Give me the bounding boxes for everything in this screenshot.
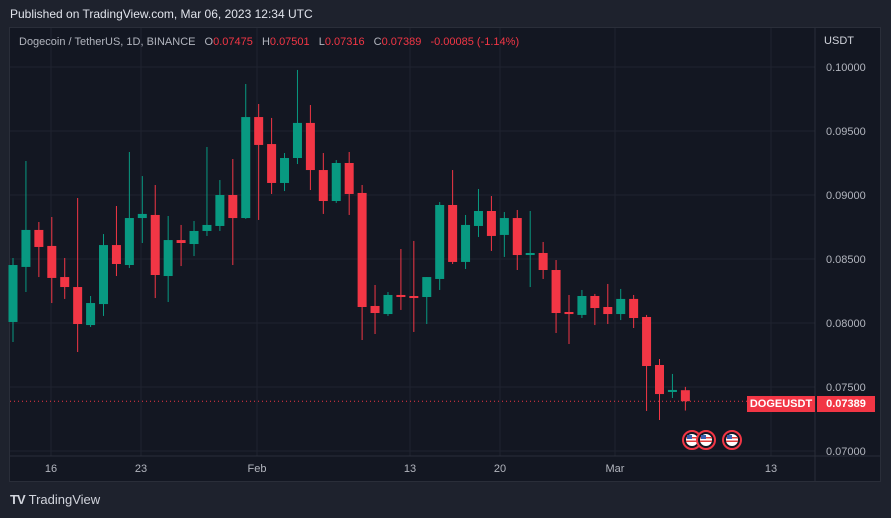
candle-body[interactable] — [111, 245, 121, 264]
candle-body[interactable] — [422, 277, 432, 298]
candle-body[interactable] — [655, 364, 664, 395]
time-tick-label: 20 — [494, 463, 506, 475]
price-tick-label: 0.08000 — [826, 318, 866, 330]
price-tick-label: 0.07500 — [826, 382, 866, 394]
candle-body[interactable] — [228, 195, 238, 219]
candle-body[interactable] — [409, 295, 419, 299]
symbol-price-tag: DOGEUSDT — [747, 396, 815, 412]
candle-body[interactable] — [163, 240, 173, 277]
candle-body[interactable] — [603, 307, 613, 315]
candle-body[interactable] — [667, 389, 677, 392]
candle-body[interactable] — [8, 265, 18, 322]
us-flag-icon[interactable] — [696, 430, 716, 450]
candle-body[interactable] — [215, 195, 225, 226]
price-tick-label: 0.08500 — [826, 254, 866, 266]
time-tick-label: 13 — [404, 463, 416, 475]
candle-body[interactable] — [280, 158, 290, 183]
candle-body[interactable] — [344, 163, 354, 194]
close-label: C — [373, 36, 382, 48]
candle-body[interactable] — [590, 295, 600, 309]
candle-body[interactable] — [448, 204, 458, 262]
candle-body[interactable] — [124, 218, 134, 266]
candle-body[interactable] — [86, 303, 96, 326]
candle-body[interactable] — [267, 144, 277, 183]
time-tick-label: Feb — [248, 463, 267, 475]
price-tick-label: 0.09000 — [826, 190, 866, 202]
candle-body[interactable] — [202, 224, 212, 231]
candle-body[interactable] — [60, 277, 70, 288]
price-tick-label: 0.09500 — [826, 126, 866, 138]
candle-body[interactable] — [473, 211, 483, 226]
high-value: 0.07501 — [269, 36, 310, 48]
candle-body[interactable] — [137, 213, 147, 219]
candle-body[interactable] — [383, 294, 393, 315]
candle-body[interactable] — [34, 229, 44, 247]
symbol-title[interactable]: Dogecoin / TetherUS, 1D, BINANCE — [19, 36, 196, 48]
time-tick-label: 16 — [45, 463, 57, 475]
candle-body[interactable] — [577, 295, 587, 315]
candle-body[interactable] — [551, 270, 561, 314]
candle-body[interactable] — [21, 229, 31, 267]
candle-body[interactable] — [435, 204, 445, 279]
candle-body[interactable] — [370, 305, 380, 314]
candle-body[interactable] — [318, 170, 328, 202]
candle-body[interactable] — [47, 245, 57, 278]
candle-body[interactable] — [331, 163, 341, 202]
candle-body[interactable] — [396, 294, 406, 298]
tradingview-logo-icon: TV — [10, 492, 26, 507]
change-value: -0.00085 (-1.14%) — [430, 36, 520, 48]
candle-body[interactable] — [241, 117, 251, 219]
low-value: 0.07316 — [324, 36, 365, 48]
candle-body[interactable] — [525, 252, 535, 256]
candle-body[interactable] — [538, 252, 548, 271]
time-tick-label: 23 — [135, 463, 147, 475]
price-tick-label: 0.07000 — [826, 446, 866, 458]
chart-legend: Dogecoin / TetherUS, 1D, BINANCE O0.0747… — [19, 36, 519, 48]
candle-body[interactable] — [616, 298, 626, 315]
candle-body[interactable] — [73, 287, 83, 325]
price-tick-label: 0.10000 — [826, 62, 866, 74]
time-tick-label: Mar — [606, 463, 625, 475]
candle-body[interactable] — [99, 245, 109, 305]
currency-label: USDT — [824, 35, 854, 47]
time-tick-label: 13 — [765, 463, 777, 475]
candle-body[interactable] — [461, 224, 471, 262]
candle-body[interactable] — [499, 218, 509, 235]
candle-body[interactable] — [564, 311, 574, 315]
candle-body[interactable] — [680, 390, 690, 402]
open-value: 0.07475 — [213, 36, 253, 48]
candle-body[interactable] — [254, 117, 264, 145]
candle-body[interactable] — [512, 218, 522, 256]
candle-body[interactable] — [176, 240, 186, 243]
close-value: 0.07389 — [381, 36, 422, 48]
candle-body[interactable] — [357, 192, 367, 307]
high-label: H — [261, 36, 270, 48]
low-label: L — [318, 36, 325, 48]
candle-body[interactable] — [189, 230, 199, 245]
published-caption: Published on TradingView.com, Mar 06, 20… — [10, 7, 313, 21]
candle-body[interactable] — [292, 122, 302, 159]
us-flag-icon[interactable] — [722, 430, 742, 450]
candle-body[interactable] — [150, 214, 160, 275]
candle-body[interactable] — [629, 298, 639, 319]
tradingview-watermark[interactable]: TV TradingView — [10, 492, 100, 507]
candle-body[interactable] — [486, 211, 496, 236]
last-price-tag: 0.07389 — [817, 396, 875, 412]
tradingview-brand: TradingView — [28, 492, 101, 507]
candle-body[interactable] — [642, 316, 652, 367]
candle-body[interactable] — [305, 122, 315, 171]
open-label: O — [204, 36, 214, 48]
